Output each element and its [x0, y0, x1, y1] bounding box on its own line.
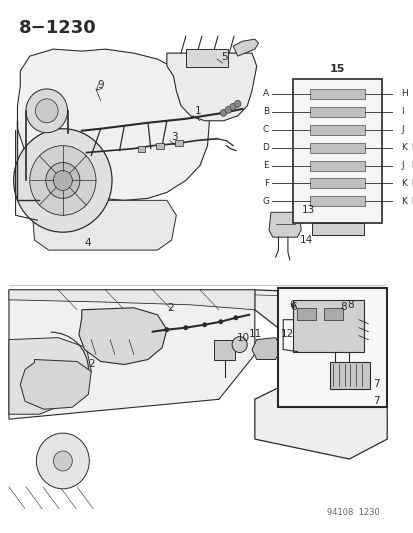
- Circle shape: [14, 129, 112, 232]
- Polygon shape: [252, 337, 280, 360]
- Text: 10: 10: [236, 333, 249, 343]
- Text: K: K: [401, 143, 406, 152]
- Circle shape: [202, 322, 206, 327]
- Bar: [278, 288, 386, 407]
- Bar: [309, 160, 365, 171]
- Bar: [309, 89, 365, 99]
- Bar: [309, 179, 365, 188]
- Circle shape: [218, 319, 223, 324]
- Text: D: D: [261, 143, 268, 152]
- Text: I: I: [410, 197, 412, 206]
- Polygon shape: [9, 337, 91, 414]
- Text: 14: 14: [299, 235, 313, 245]
- Polygon shape: [79, 308, 166, 365]
- Circle shape: [30, 146, 96, 215]
- Text: 6: 6: [289, 302, 296, 312]
- Circle shape: [234, 100, 240, 107]
- Circle shape: [46, 163, 80, 198]
- Bar: [156, 143, 164, 149]
- Circle shape: [36, 433, 89, 489]
- Text: 9: 9: [97, 80, 104, 90]
- Bar: [309, 143, 365, 152]
- Bar: [137, 146, 145, 151]
- Text: J: J: [401, 125, 403, 134]
- Bar: [309, 125, 365, 135]
- Text: I: I: [401, 107, 403, 116]
- Polygon shape: [17, 49, 209, 200]
- Polygon shape: [166, 53, 256, 121]
- Bar: [292, 79, 382, 223]
- Polygon shape: [20, 360, 91, 409]
- Text: 2: 2: [166, 303, 173, 313]
- Bar: [309, 196, 365, 206]
- Text: 8: 8: [347, 300, 353, 310]
- Text: K: K: [401, 179, 406, 188]
- Circle shape: [232, 337, 247, 352]
- Circle shape: [53, 171, 72, 190]
- Polygon shape: [268, 212, 300, 237]
- Text: K: K: [410, 179, 413, 188]
- Text: 13: 13: [301, 205, 315, 215]
- Text: G: G: [261, 197, 268, 206]
- Polygon shape: [9, 290, 254, 310]
- Bar: [185, 49, 228, 67]
- Circle shape: [53, 451, 72, 471]
- Text: 5: 5: [220, 52, 227, 62]
- Text: C: C: [262, 125, 268, 134]
- Circle shape: [183, 325, 188, 330]
- Bar: [330, 361, 369, 389]
- Circle shape: [233, 315, 238, 320]
- Text: H: H: [401, 90, 407, 99]
- Text: 8−1230: 8−1230: [18, 19, 96, 37]
- Text: 3: 3: [171, 132, 178, 142]
- Polygon shape: [33, 200, 176, 250]
- Text: K: K: [401, 197, 406, 206]
- Circle shape: [26, 89, 67, 133]
- Text: 11: 11: [249, 329, 262, 338]
- Bar: [292, 300, 363, 352]
- Circle shape: [225, 107, 231, 114]
- Text: 4: 4: [84, 238, 91, 248]
- Text: 2: 2: [88, 359, 95, 369]
- Circle shape: [164, 327, 169, 332]
- Text: 12: 12: [280, 329, 293, 338]
- Text: 94108  1230: 94108 1230: [326, 508, 379, 516]
- Text: L: L: [410, 161, 413, 170]
- Text: 15: 15: [329, 64, 344, 74]
- Bar: [214, 340, 235, 360]
- Text: K: K: [410, 143, 413, 152]
- Polygon shape: [9, 290, 254, 419]
- Bar: [311, 223, 363, 235]
- Bar: [297, 308, 316, 320]
- Text: B: B: [262, 107, 268, 116]
- Polygon shape: [254, 290, 386, 459]
- Text: 8: 8: [339, 302, 346, 312]
- Text: J: J: [401, 161, 403, 170]
- Text: E: E: [263, 161, 268, 170]
- Polygon shape: [233, 39, 258, 56]
- Bar: [309, 107, 365, 117]
- Text: F: F: [263, 179, 268, 188]
- Circle shape: [220, 109, 226, 116]
- Circle shape: [229, 103, 236, 110]
- Circle shape: [36, 99, 58, 123]
- Bar: [175, 140, 183, 146]
- Text: 6: 6: [288, 300, 295, 310]
- Text: A: A: [262, 90, 268, 99]
- Text: 7: 7: [372, 397, 379, 406]
- Text: 1: 1: [195, 106, 202, 116]
- Text: 7: 7: [372, 379, 379, 390]
- Bar: [323, 308, 342, 320]
